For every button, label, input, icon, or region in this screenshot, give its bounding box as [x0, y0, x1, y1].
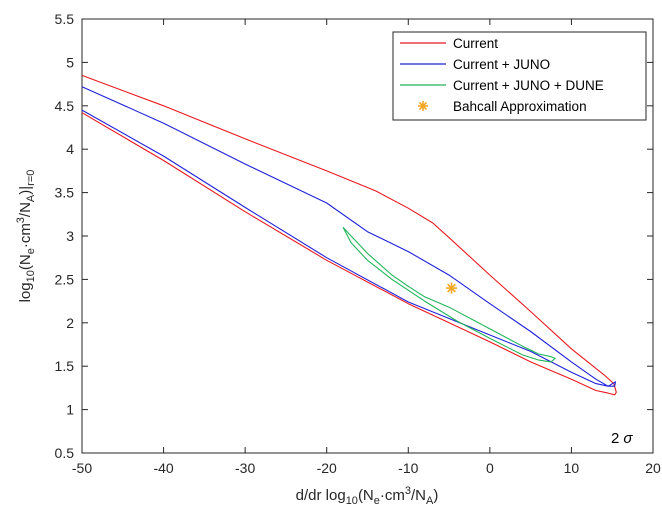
y-tick-label: 2.5	[55, 271, 75, 287]
y-axis-label-sub-r: r=0	[25, 170, 37, 186]
y-axis-label-sub: 10	[25, 270, 37, 282]
sigma-symbol: σ	[623, 430, 633, 447]
y-tick-label: 5.5	[55, 11, 75, 27]
legend: Current Current + JUNO Current + JUNO + DU…	[392, 31, 647, 121]
x-tick-label: 0	[486, 460, 494, 476]
legend-label-current-juno-dune: Current + JUNO + DUNE	[453, 78, 604, 93]
x-tick-label: -40	[153, 460, 173, 476]
y-axis-label-sup: 3	[15, 217, 27, 223]
x-tick-label: -30	[235, 460, 255, 476]
x-axis-label-sup: 3	[405, 485, 411, 497]
x-axis-label-end: /N	[411, 487, 426, 504]
y-tick-label: 5	[66, 54, 74, 70]
tick-layer: -50 -40 -30 -20 -10 0 10 20 0.5 1 1.5 2 2.5 3 3.5 4 4.5 5…	[55, 11, 661, 476]
series-current-line	[81, 74, 617, 396]
y-tick-label: 0.5	[55, 445, 75, 461]
y-axis-label-rest: ·cm	[17, 223, 34, 248]
x-axis-label-mid: (N	[358, 487, 374, 504]
legend-marker-bahcall-approximation	[418, 101, 428, 111]
x-axis-label-close: )	[433, 487, 438, 504]
y-tick-label: 1	[66, 402, 74, 418]
legend-label-bahcall-approximation: Bahcall Approximation	[453, 99, 587, 114]
y-tick-label: 3	[66, 228, 74, 244]
series-current-juno-line	[81, 86, 617, 387]
y-axis-label: log10(Ne·cm3/NA)|r=0	[15, 170, 37, 303]
y-tick-label: 4	[66, 141, 74, 157]
x-tick-label: 20	[645, 460, 661, 476]
x-tick-label: -50	[72, 460, 92, 476]
series-layer	[81, 74, 617, 396]
y-axis-label-base: log	[17, 282, 34, 302]
x-axis-label-base: d/dr log	[296, 487, 346, 504]
y-tick-label: 4.5	[55, 98, 75, 114]
series-current-juno-dune-line	[342, 226, 556, 363]
sigma-number: 2	[611, 430, 619, 447]
y-axis-label-end: /N	[17, 202, 34, 217]
x-axis-label-sub-a: A	[426, 495, 434, 507]
y-tick-label: 1.5	[55, 358, 75, 374]
series-bahcall-approximation-marker	[446, 282, 458, 294]
legend-box	[392, 31, 647, 121]
x-axis-label-sub-e: e	[374, 495, 380, 507]
y-axis-label-close: )|	[17, 186, 34, 195]
legend-label-current-juno: Current + JUNO	[453, 57, 550, 72]
legend-label-current: Current	[453, 36, 498, 51]
y-axis-label-mid: (N	[17, 254, 34, 270]
x-tick-label: -10	[398, 460, 418, 476]
x-tick-label: -20	[317, 460, 337, 476]
x-axis-label-rest: ·cm	[380, 487, 405, 504]
y-tick-label: 3.5	[55, 185, 75, 201]
x-axis-label-sub: 10	[346, 495, 358, 507]
y-axis-label-sub-a: A	[25, 194, 37, 202]
y-tick-label: 2	[66, 315, 74, 331]
x-axis-label: d/dr log10(Ne·cm3/NA)	[296, 485, 439, 507]
y-axis-label-sub-e: e	[25, 248, 37, 254]
x-tick-label: 10	[564, 460, 580, 476]
